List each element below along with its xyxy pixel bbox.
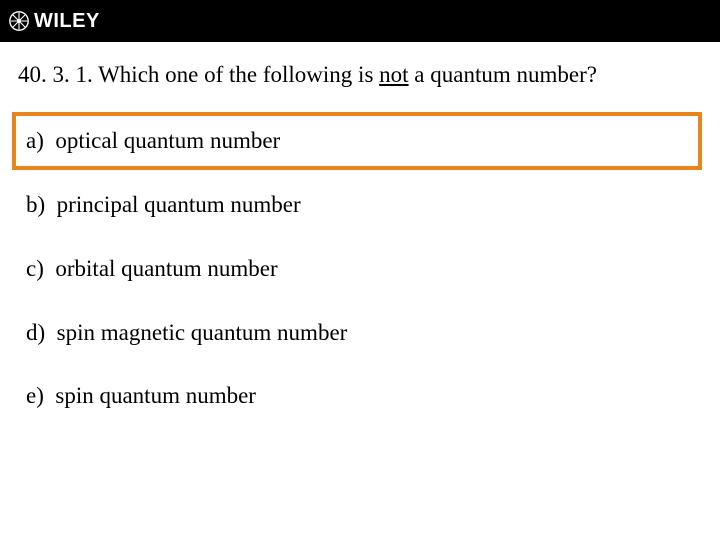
option-text: principal quantum number (57, 192, 301, 217)
option-text: spin magnetic quantum number (57, 320, 348, 345)
option-a[interactable]: a) optical quantum number (12, 112, 702, 170)
option-b[interactable]: b) principal quantum number (18, 176, 702, 234)
option-c[interactable]: c) orbital quantum number (18, 240, 702, 298)
question-suffix: a quantum number? (409, 62, 597, 87)
option-letter: c) (26, 256, 44, 281)
option-text: spin quantum number (55, 383, 256, 408)
option-text: orbital quantum number (55, 256, 277, 281)
option-e[interactable]: e) spin quantum number (18, 367, 702, 425)
option-d[interactable]: d) spin magnetic quantum number (18, 304, 702, 362)
option-letter: d) (26, 320, 45, 345)
question-prefix: Which one of the following is (98, 62, 379, 87)
header-bar: WILEY (0, 0, 720, 42)
question-text: 40. 3. 1. Which one of the following is … (18, 60, 702, 90)
options-list: a) optical quantum number b) principal q… (18, 112, 702, 431)
wiley-icon (8, 10, 30, 32)
option-text: optical quantum number (55, 128, 280, 153)
question-emphasis: not (379, 62, 408, 87)
option-letter: b) (26, 192, 45, 217)
option-letter: a) (26, 128, 44, 153)
brand-logo: WILEY (8, 10, 100, 33)
slide-content: 40. 3. 1. Which one of the following is … (0, 42, 720, 431)
question-number: 40. 3. 1. (18, 62, 93, 87)
brand-name: WILEY (34, 10, 100, 33)
option-letter: e) (26, 383, 44, 408)
